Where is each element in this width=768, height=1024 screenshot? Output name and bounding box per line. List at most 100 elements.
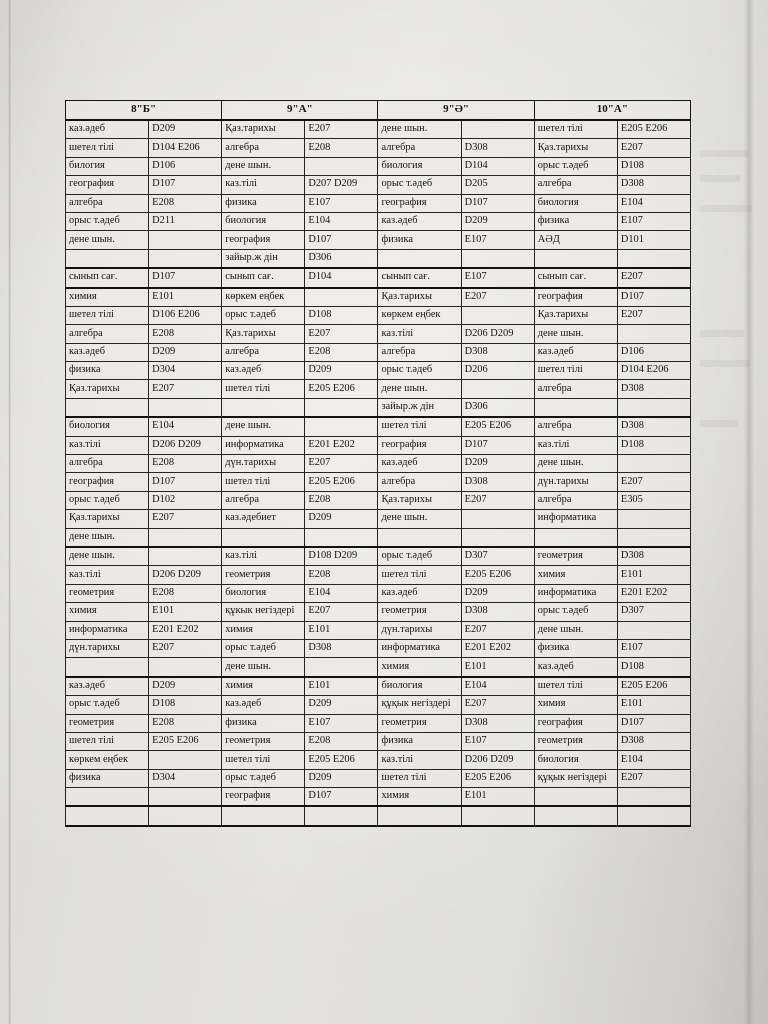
subject-cell: география <box>377 193 462 213</box>
room-cell: D308 <box>304 638 379 659</box>
subject-cell: алгебра <box>64 193 150 213</box>
room-cell: E207 <box>616 138 692 158</box>
room-cell: E205 E206 <box>616 119 692 140</box>
schedule-table: 8"Б" 9"А" 9"Ә" 10"А" каз.әдеб D209 Қаз.тар… <box>64 100 692 827</box>
subject-cell: география <box>377 435 462 456</box>
subject-cell: каз.әдеб <box>221 361 306 381</box>
subject-cell: Қаз.тарихы <box>377 490 462 511</box>
subject-cell: геометрия <box>533 731 618 752</box>
room-cell: D101 <box>616 230 692 250</box>
room-cell <box>304 416 379 437</box>
subject-cell: шетел тілі <box>533 119 618 140</box>
subject-cell: көркем еңбек <box>377 305 462 326</box>
room-cell: D304 <box>148 361 223 381</box>
room-cell: E107 <box>460 267 535 289</box>
subject-cell: биология <box>221 583 306 604</box>
room-cell: D108 <box>616 156 692 177</box>
room-cell: D104 <box>460 156 535 177</box>
room-cell: D209 <box>460 583 535 604</box>
room-cell: D207 D209 <box>304 175 379 195</box>
subject-cell: геометрия <box>64 713 150 733</box>
subject-cell: алгебра <box>533 379 618 399</box>
room-cell: E201 E202 <box>460 638 535 659</box>
schedule-row: дене шын. каз.тілі D108 D209 орыс т.әдеб D30… <box>64 546 692 567</box>
schedule-row: билогия D106 дене шын. биология D104 орыс т.ә… <box>64 156 692 177</box>
subject-cell <box>533 397 618 419</box>
subject-cell: физика <box>64 361 150 381</box>
subject-cell: география <box>533 287 618 307</box>
schedule-row: география D107 шетел тілі E205 E206 алгебра D… <box>64 472 692 492</box>
subject-cell: каз.әдеб <box>533 657 618 678</box>
room-cell: E207 <box>616 472 692 492</box>
room-cell: D107 <box>304 230 379 250</box>
schedule-row: геометрия E208 биология E104 каз.әдеб D209 инф… <box>64 583 692 604</box>
room-cell: D106 <box>616 342 692 363</box>
room-cell: D107 <box>148 175 223 195</box>
subject-cell: дене шын. <box>533 324 618 344</box>
subject-cell: каз.тілі <box>377 324 462 344</box>
schedule-row: география D107 химия E101 <box>64 787 692 808</box>
room-cell: E207 <box>460 620 535 640</box>
subject-cell: орыс т.әдеб <box>64 490 150 511</box>
room-cell: D209 <box>304 695 379 715</box>
subject-cell: география <box>533 713 618 733</box>
schedule-table-body: каз.әдеб D209 Қаз.тарихы E207 дене шын. шетел… <box>64 119 692 827</box>
room-cell: E104 <box>148 416 223 437</box>
subject-cell <box>64 397 150 419</box>
class-group-header-3: 10"А" <box>533 100 692 121</box>
room-cell <box>304 527 379 548</box>
subject-cell: алгебра <box>64 454 150 474</box>
room-cell <box>148 805 223 827</box>
subject-cell: дүн.тарихы <box>533 472 618 492</box>
subject-cell: геометрия <box>64 583 150 604</box>
subject-cell: дене шын. <box>221 416 306 437</box>
room-cell: E104 <box>304 211 379 232</box>
subject-cell: информатика <box>377 638 462 659</box>
subject-cell: биология <box>377 156 462 177</box>
subject-cell: сынып сағ. <box>533 267 618 289</box>
subject-cell: каз.тілі <box>377 750 462 770</box>
subject-cell: орыс т.әдеб <box>221 638 306 659</box>
subject-cell: алгебра <box>533 490 618 511</box>
room-cell: D206 D209 <box>460 750 535 770</box>
room-cell: D306 <box>304 248 379 270</box>
room-cell: D106 E206 <box>148 305 223 326</box>
room-cell: E101 <box>616 695 692 715</box>
room-cell <box>304 287 379 307</box>
room-cell: D308 <box>616 546 692 567</box>
subject-cell: Қаз.тарихы <box>221 324 306 344</box>
reverse-show-through <box>700 360 750 367</box>
room-cell: D209 <box>304 768 379 789</box>
subject-cell: каз.әдеб <box>377 211 462 232</box>
schedule-row: зайыр.ж дін D306 <box>64 248 692 270</box>
room-cell: D209 <box>460 454 535 474</box>
schedule-row: химия E101 көркем еңбек Қаз.тарихы E207 геогр… <box>64 287 692 307</box>
room-cell: D107 <box>616 287 692 307</box>
room-cell <box>616 527 692 548</box>
subject-cell: сынып сағ. <box>64 267 150 289</box>
subject-cell <box>533 527 618 548</box>
schedule-row: көркем еңбек шетел тілі E205 E206 каз.тілі D… <box>64 750 692 770</box>
room-cell: D107 <box>460 435 535 456</box>
room-cell: E107 <box>304 713 379 733</box>
room-cell: D306 <box>460 397 535 419</box>
room-cell <box>148 546 223 567</box>
room-cell <box>460 509 535 529</box>
schedule-row: дене шын. химия E101 каз.әдеб D108 <box>64 657 692 678</box>
subject-cell: шетел тілі <box>221 379 306 399</box>
room-cell: D209 <box>304 509 379 529</box>
schedule-row: каз.тілі D206 D209 информатика E201 E202 гео… <box>64 435 692 456</box>
room-cell <box>616 248 692 270</box>
subject-cell: орыс т.әдеб <box>377 175 462 195</box>
subject-cell <box>64 787 150 808</box>
subject-cell: биология <box>377 676 462 697</box>
room-cell: E107 <box>616 211 692 232</box>
subject-cell: геометрия <box>533 546 618 567</box>
subject-cell: алгебра <box>221 490 306 511</box>
subject-cell: орыс т.әдеб <box>377 361 462 381</box>
room-cell: D308 <box>460 342 535 363</box>
room-cell: D102 <box>148 490 223 511</box>
room-cell: E207 <box>148 638 223 659</box>
room-cell: D108 <box>616 657 692 678</box>
room-cell: E101 <box>460 657 535 678</box>
